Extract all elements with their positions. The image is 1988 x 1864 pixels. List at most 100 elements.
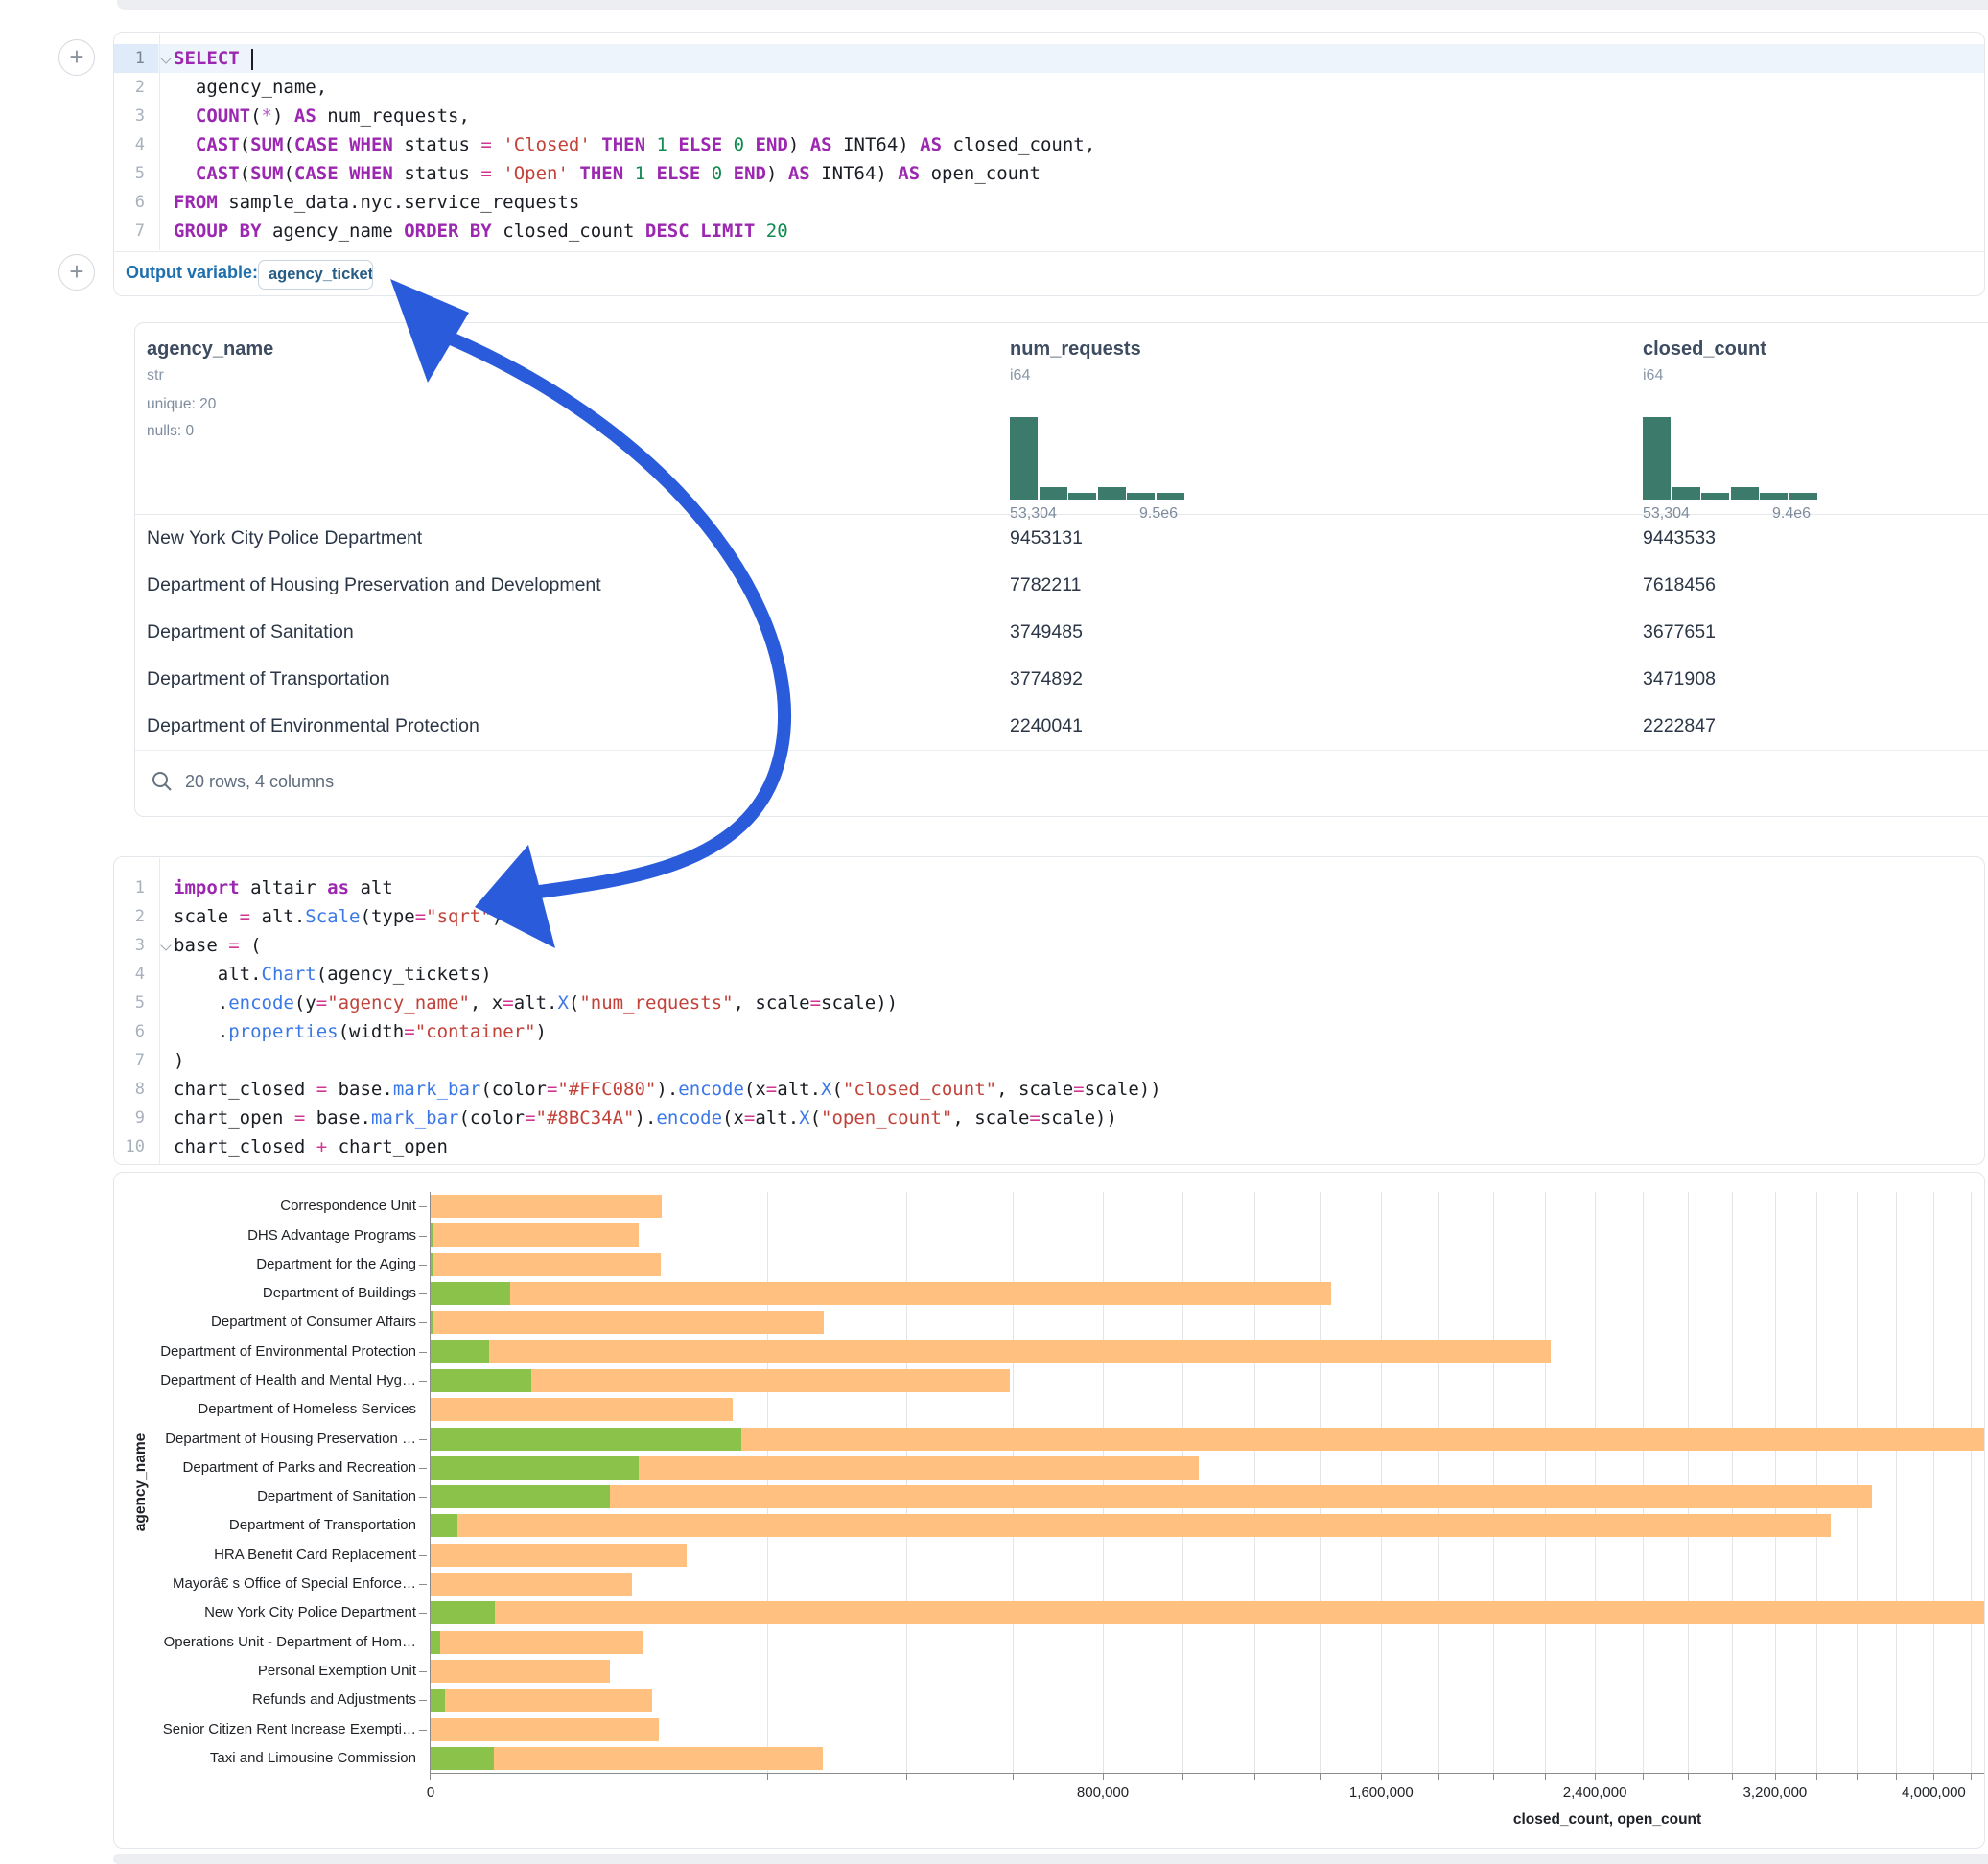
code-token: = [480,134,491,155]
code-token: "container" [415,1021,536,1042]
y-axis-label: Department of Sanitation [114,1489,416,1504]
code-line[interactable]: 1SELECT [114,44,1984,73]
code-token [339,134,349,155]
x-axis-tick-label: 3,200,000 [1743,1784,1808,1801]
x-axis-tick-label: 2,400,000 [1563,1784,1627,1801]
histogram-bin [1701,493,1729,500]
bar-open_count [431,1456,639,1480]
python-cell[interactable]: 1import altair as alt2scale = alt.Scale(… [113,856,1985,1165]
code-token: END [734,163,766,184]
code-token: = [1073,1079,1084,1100]
code-line[interactable]: 3base = ( [114,931,1984,960]
bar-closed_count [431,1253,661,1276]
histogram-min-label: 53,304 [1010,505,1057,523]
column-header-closed_count[interactable]: closed_count [1643,338,1766,361]
code-line[interactable]: 3 COUNT(*) AS num_requests, [114,102,1984,130]
code-token: 0 [734,134,744,155]
code-token: ( [240,163,250,184]
code-token: ( [831,1079,842,1100]
code-token: 20 [766,221,788,242]
code-line[interactable]: 5 .encode(y="agency_name", x=alt.X("num_… [114,989,1984,1017]
code-token: . [174,1021,228,1042]
code-token: alt. [755,1107,799,1129]
code-token: SELECT [174,48,240,69]
code-token: encode [678,1079,744,1100]
histogram-bin [1098,487,1126,500]
code-token: (x [744,1079,766,1100]
code-line[interactable]: 4 CAST(SUM(CASE WHEN status = 'Closed' T… [114,130,1984,159]
code-token: 1 [656,134,667,155]
code-line[interactable]: 4 alt.Chart(agency_tickets) [114,960,1984,989]
column-type: i64 [1643,367,1663,384]
code-token: closed_count, [942,134,1095,155]
code-token: ). [656,1079,678,1100]
code-token: Scale [305,906,360,927]
line-number: 6 [114,188,158,217]
code-token: ( [240,935,262,956]
code-line[interactable]: 1import altair as alt [114,874,1984,902]
text-cursor [251,49,253,70]
code-token [623,163,634,184]
code-line[interactable]: 8chart_closed = base.mark_bar(color="#FF… [114,1075,1984,1104]
histogram-bin [1789,493,1817,500]
code-token: CAST [196,134,240,155]
code-token: THEN [579,163,623,184]
y-axis-label: Department of Parks and Recreation [114,1460,416,1476]
fold-chevron-icon[interactable] [160,53,171,63]
fold-chevron-icon[interactable] [160,940,171,950]
code-token: = [228,935,239,956]
code-line[interactable]: 6 .properties(width="container") [114,1017,1984,1046]
code-token [667,134,678,155]
y-axis-tick [419,1322,427,1323]
code-line[interactable]: 7) [114,1046,1984,1075]
code-token: = [810,992,821,1014]
code-line[interactable]: 9chart_open = base.mark_bar(color="#8BC3… [114,1104,1984,1132]
x-axis-tick-label: 4,000,000 [1902,1784,1966,1801]
code-token: scale [174,906,240,927]
y-axis-label: DHS Advantage Programs [114,1228,416,1244]
bar-closed_count [431,1311,824,1334]
output-variable-input[interactable]: agency_tickets [258,260,373,290]
add-cell-button-top[interactable]: + [58,39,95,76]
code-token [755,221,765,242]
code-line[interactable]: 2scale = alt.Scale(type="sqrt") [114,902,1984,931]
x-axis-tick [1857,1773,1858,1780]
code-token: . [174,992,228,1014]
code-line[interactable]: 7GROUP BY agency_name ORDER BY closed_co… [114,217,1984,245]
grid-line [1857,1192,1858,1773]
code-token: ( [283,134,293,155]
x-axis-tick [1933,1773,1934,1780]
grid-line [1643,1192,1644,1773]
y-axis-label: Operations Unit - Department of Hom… [114,1635,416,1650]
code-line[interactable]: 2 agency_name, [114,73,1984,102]
code-line[interactable]: 6FROM sample_data.nyc.service_requests [114,188,1984,217]
sql-cell[interactable]: 1SELECT 2 agency_name,3 COUNT(*) AS num_… [113,32,1985,296]
code-token [645,163,656,184]
add-cell-button-middle[interactable]: + [58,254,95,291]
code-token: import [174,877,240,898]
table-cell: Department of Environmental Protection [147,703,479,749]
search-icon[interactable] [151,770,174,793]
grid-line [1013,1192,1014,1773]
code-token: ORDER BY [404,221,492,242]
x-axis-tick [1595,1773,1596,1780]
sql-code-editor[interactable]: 1SELECT 2 agency_name,3 COUNT(*) AS num_… [114,44,1984,245]
column-header-agency_name[interactable]: agency_name [147,338,273,361]
code-line[interactable]: 10chart_closed + chart_open [114,1132,1984,1161]
cell-divider [114,251,1984,252]
y-axis-label: Taxi and Limousine Commission [114,1751,416,1766]
code-token: X [821,1079,831,1100]
python-code-editor[interactable]: 1import altair as alt2scale = alt.Scale(… [114,874,1984,1161]
code-line[interactable]: 5 CAST(SUM(CASE WHEN status = 'Open' THE… [114,159,1984,188]
code-token: closed_count [492,221,645,242]
code-token: (color [458,1107,525,1129]
line-number: 1 [114,874,158,902]
bar-closed_count [431,1282,1331,1305]
table-row: New York City Police Department945313194… [135,515,1988,563]
column-header-num_requests[interactable]: num_requests [1010,338,1141,361]
code-token: base [174,935,228,956]
code-token: , scale [734,992,810,1014]
table-cell: 7618456 [1643,562,1716,608]
y-axis-tick [419,1555,427,1556]
bar-open_count [431,1514,457,1537]
